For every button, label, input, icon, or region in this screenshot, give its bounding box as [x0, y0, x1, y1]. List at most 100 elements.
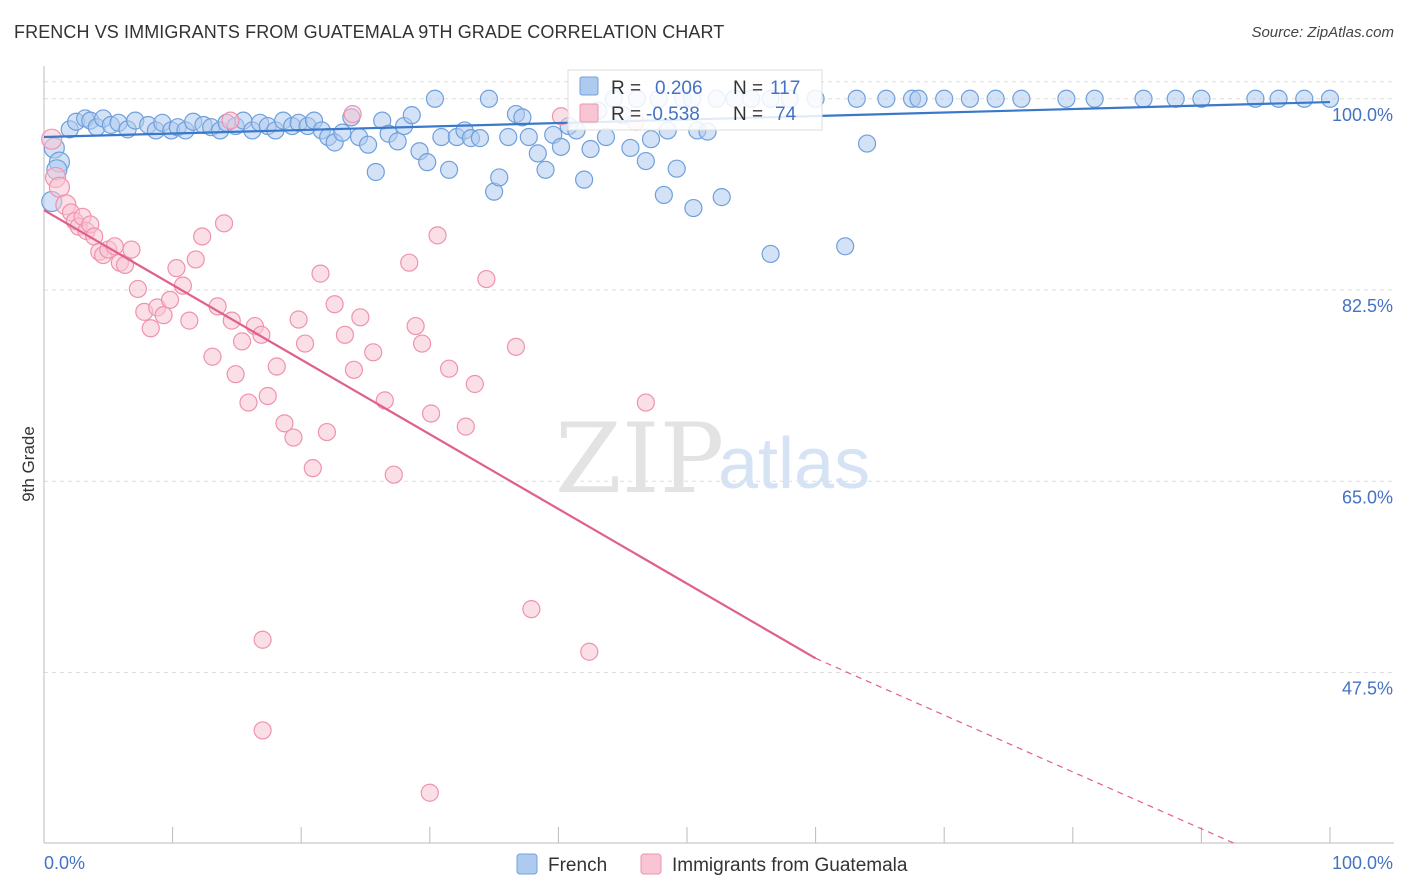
french-point-101: [935, 89, 954, 108]
guatemala-point-40: [275, 414, 294, 433]
french-point-114: [761, 244, 780, 264]
guatemala-point-73: [343, 104, 362, 124]
stats-guatemala-r-value: -0.538: [646, 104, 700, 125]
guatemala-point-55: [406, 316, 425, 336]
legend-guatemala-swatch: [640, 853, 662, 875]
guatemala-point-71: [420, 783, 439, 802]
guatemala-point-52: [375, 391, 394, 410]
french-point-79: [636, 151, 655, 171]
chart-source: Source: ZipAtlas.com: [1251, 24, 1394, 41]
french-point-53: [439, 160, 459, 179]
guatemala-point-41: [284, 428, 303, 447]
y-tick-label-0: 100.0%: [1332, 105, 1393, 125]
y-tick-label-1: 82.5%: [1342, 296, 1393, 316]
guatemala-point-34: [232, 332, 252, 351]
guatemala-point-54: [400, 253, 419, 272]
guatemala-point-39: [267, 357, 286, 376]
french-point-43: [366, 162, 385, 182]
legend-french-swatch: [516, 853, 538, 875]
guatemala-point-50: [351, 308, 370, 327]
guatemala-point-22: [154, 306, 173, 325]
guatemala-point-29: [203, 347, 222, 366]
french-point-77: [621, 138, 640, 158]
french-point-112: [1295, 89, 1314, 108]
french-point-74: [596, 127, 616, 147]
stats-box: R = 0.206 N = 117 R = -0.538 N = 74: [567, 69, 823, 131]
french-point-58: [479, 89, 499, 108]
french-point-111: [1269, 89, 1288, 108]
guatemala-point-45: [311, 264, 330, 283]
trend-line-guatemala: [43, 209, 817, 660]
guatemala-point-70: [253, 721, 272, 740]
guatemala-point-60: [456, 417, 475, 436]
guatemala-point-17: [122, 240, 141, 259]
french-point-68: [551, 137, 571, 156]
stats-french-r-value: 0.206: [655, 78, 703, 99]
guatemala-point-24: [167, 259, 186, 278]
guatemala-point-31: [214, 214, 234, 233]
guatemala-point-35: [239, 393, 258, 412]
french-point-98: [877, 89, 896, 108]
french-point-89: [712, 188, 731, 207]
french-point-108: [1166, 89, 1185, 108]
x-tick-label-1: 100.0%: [1332, 853, 1393, 873]
french-point-80: [641, 130, 661, 149]
guatemala-point-16: [115, 255, 135, 274]
legend-french-label: French: [548, 855, 607, 876]
french-point-50: [418, 153, 437, 172]
guatemala-point-23: [160, 290, 180, 309]
guatemala-point-58: [428, 226, 447, 245]
stats-french-swatch: [579, 76, 599, 96]
french-point-71: [575, 170, 594, 189]
gridlines: [44, 81, 1394, 674]
french-point-109: [1192, 89, 1211, 108]
stats-french-r-label: R =: [611, 78, 641, 99]
french-point-83: [667, 159, 686, 178]
guatemala-point-43: [295, 334, 315, 353]
french-point-61: [499, 127, 518, 147]
guatemala-point-20: [141, 319, 160, 338]
watermark-zip: ZIP: [555, 403, 724, 515]
french-point-46: [388, 132, 407, 151]
legend-guatemala-label: Immigrants from Guatemala: [672, 855, 908, 876]
guatemala-point-0: [41, 128, 63, 150]
y-axis-title: 9th Grade: [19, 426, 38, 502]
stats-french-n-value: 117: [770, 78, 800, 99]
guatemala-point-46: [317, 422, 337, 442]
guatemala-point-61: [465, 374, 484, 394]
french-point-103: [986, 89, 1005, 108]
french-point-107: [1134, 89, 1153, 108]
guatemala-point-64: [522, 600, 541, 619]
chart-title: FRENCH VS IMMIGRANTS FROM GUATEMALA 9TH …: [14, 22, 725, 42]
french-point-60: [490, 168, 509, 187]
french-point-64: [519, 127, 538, 147]
french-point-52: [432, 127, 451, 147]
french-point-51: [425, 89, 445, 108]
stats-guatemala-r-label: R =: [611, 104, 641, 125]
french-point-106: [1085, 89, 1104, 108]
french-point-100: [909, 89, 928, 108]
guatemala-point-68: [636, 393, 655, 412]
tick-labels: 100.0% 82.5% 65.0% 47.5% 0.0% 100.0%: [44, 105, 1393, 873]
watermark: ZIP atlas: [555, 403, 870, 515]
french-point-105: [1057, 89, 1076, 108]
stats-box-frame: [567, 69, 823, 131]
stats-guatemala-n-value: 74: [775, 104, 797, 125]
guatemala-point-66: [580, 642, 599, 661]
guatemala-point-49: [344, 360, 364, 379]
guatemala-point-62: [477, 269, 496, 289]
french-point-95: [836, 237, 855, 256]
french-point-48: [402, 106, 421, 125]
guatemala-point-48: [335, 325, 355, 344]
french-point-42: [358, 135, 378, 154]
french-point-116: [654, 185, 673, 205]
guatemala-point-42: [289, 310, 308, 329]
stats-french-n-label: N =: [733, 78, 763, 99]
guatemala-point-53: [384, 465, 403, 484]
french-point-102: [960, 89, 980, 108]
french-point-65: [528, 144, 547, 163]
guatemala-point-26: [180, 311, 199, 330]
guatemala-point-57: [421, 404, 441, 423]
guatemala-point-18: [128, 279, 147, 299]
